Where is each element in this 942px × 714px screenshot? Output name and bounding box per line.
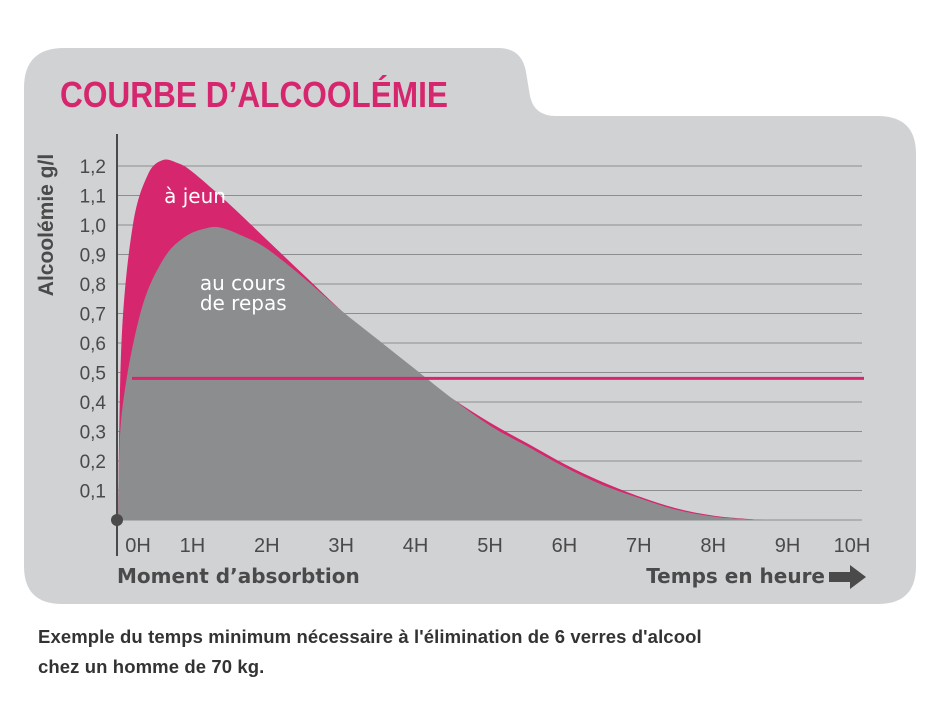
x-tick-label: 2H (254, 535, 280, 557)
series-areas (118, 159, 766, 521)
x-tick-label: 3H (328, 535, 354, 557)
y-tick-label: 0,7 (80, 305, 106, 326)
y-tick-label: 1,1 (80, 187, 106, 208)
origin-point (111, 514, 123, 526)
x-axis-right-label: Temps en heure (646, 564, 825, 588)
y-tick-label: 0,6 (80, 334, 106, 355)
y-tick-label: 0,2 (80, 452, 106, 473)
y-tick-labels: 0,1 0,2 0,3 0,4 0,5 0,6 0,7 0,8 0,9 1,0 1,1 1,2 (80, 157, 107, 503)
y-tick-label: 1,2 (80, 157, 106, 178)
x-axis-left-label: Moment d’absorbtion (117, 564, 360, 588)
y-tick-label: 1,0 (80, 216, 106, 237)
x-tick-labels: 0H 1H 2H 3H 4H 5H 6H 7H 8H 9H 10H (125, 535, 870, 557)
x-tick-label: 7H (626, 535, 652, 557)
caption-line-1: Exemple du temps minimum nécessaire à l'… (38, 626, 702, 647)
caption: Exemple du temps minimum nécessaire à l'… (38, 622, 898, 682)
right-arrow-icon (829, 565, 866, 589)
series-label: à jeun (164, 184, 226, 208)
x-tick-label: 1H (180, 535, 206, 557)
y-tick-label: 0,9 (80, 246, 106, 267)
y-tick-label: 0,4 (80, 393, 107, 414)
x-tick-label: 4H (403, 535, 429, 557)
series-label: au cours (200, 271, 286, 295)
caption-line-2: chez un homme de 70 kg. (38, 656, 265, 677)
y-tick-label: 0,5 (80, 364, 106, 385)
x-tick-label: 6H (552, 535, 578, 557)
series-area-au-cours-de-repas (118, 226, 766, 520)
chart-title: COURBE D’ALCOOLÉMIE (60, 74, 448, 115)
x-tick-label: 5H (477, 535, 503, 557)
x-tick-label: 8H (700, 535, 726, 557)
x-tick-label: 9H (775, 535, 801, 557)
y-tick-label: 0,1 (80, 482, 106, 503)
y-tick-label: 0,3 (80, 423, 106, 444)
series-label: de repas (200, 291, 287, 315)
y-tick-label: 0,8 (80, 275, 106, 296)
x-tick-label: 10H (834, 535, 871, 557)
x-tick-label: 0H (125, 535, 151, 557)
y-axis-title: Alcoolémie g/l (35, 154, 58, 296)
